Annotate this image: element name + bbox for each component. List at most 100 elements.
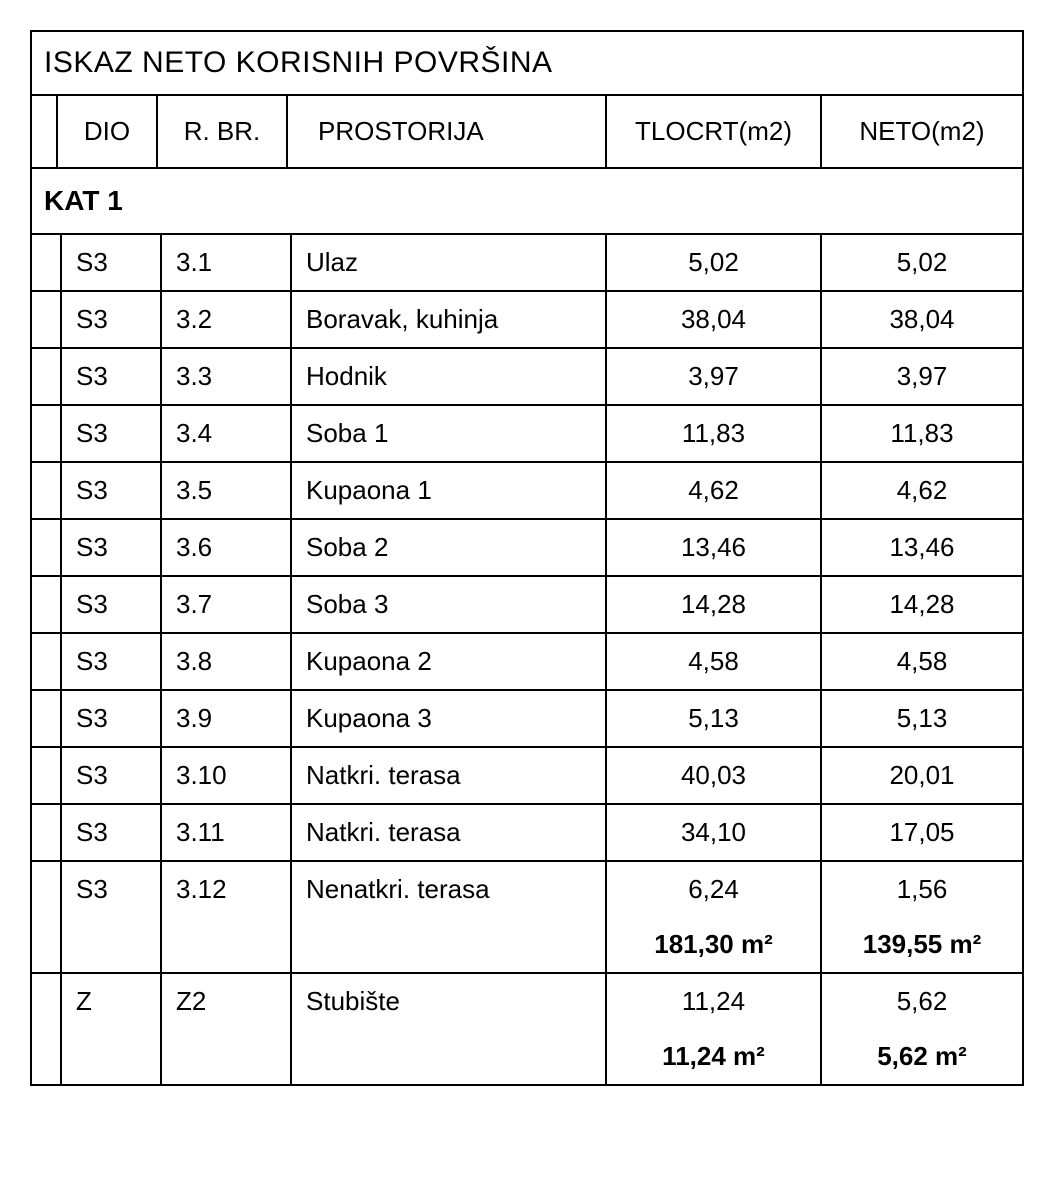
cell-rbr: 3.5	[162, 463, 292, 518]
cell-dio: Z	[62, 974, 162, 1029]
cell-neto: 20,01	[822, 748, 1022, 803]
subtotal2-rbr	[162, 1029, 292, 1084]
cell-rbr: 3.12	[162, 862, 292, 917]
subtotal2-tlocrt: 11,24 m²	[607, 1029, 822, 1084]
cell-gutter	[32, 292, 62, 347]
table-row: S33.12Nenatkri. terasa6,241,56	[32, 862, 1022, 917]
table-row: S33.5Kupaona 14,624,62	[32, 463, 1022, 520]
cell-gutter	[32, 805, 62, 860]
cell-dio: S3	[62, 805, 162, 860]
cell-tlocrt: 5,02	[607, 235, 822, 290]
cell-dio: S3	[62, 520, 162, 575]
cell-neto: 1,56	[822, 862, 1022, 917]
subtotal2-gutter	[32, 1029, 62, 1084]
subtotal1-neto: 139,55 m²	[822, 917, 1022, 972]
subtotal1-room	[292, 917, 607, 972]
cell-room: Kupaona 1	[292, 463, 607, 518]
cell-gutter	[32, 691, 62, 746]
cell-neto: 4,58	[822, 634, 1022, 689]
cell-tlocrt: 4,62	[607, 463, 822, 518]
header-room: PROSTORIJA	[288, 96, 607, 167]
cell-gutter	[32, 520, 62, 575]
cell-dio: S3	[62, 292, 162, 347]
cell-neto: 5,02	[822, 235, 1022, 290]
cell-room: Natkri. terasa	[292, 805, 607, 860]
subtotal2-dio	[62, 1029, 162, 1084]
cell-dio: S3	[62, 235, 162, 290]
cell-gutter	[32, 974, 62, 1029]
cell-tlocrt: 13,46	[607, 520, 822, 575]
cell-neto: 5,13	[822, 691, 1022, 746]
cell-rbr: 3.9	[162, 691, 292, 746]
cell-rbr: 3.6	[162, 520, 292, 575]
table-title: ISKAZ NETO KORISNIH POVRŠINA	[32, 32, 1022, 96]
cell-neto: 13,46	[822, 520, 1022, 575]
cell-dio: S3	[62, 406, 162, 461]
table-row: S33.8Kupaona 24,584,58	[32, 634, 1022, 691]
cell-room: Hodnik	[292, 349, 607, 404]
cell-room: Stubište	[292, 974, 607, 1029]
cell-neto: 5,62	[822, 974, 1022, 1029]
cell-tlocrt: 11,83	[607, 406, 822, 461]
cell-room: Nenatkri. terasa	[292, 862, 607, 917]
subtotal1-gutter	[32, 917, 62, 972]
cell-gutter	[32, 748, 62, 803]
cell-rbr: 3.4	[162, 406, 292, 461]
cell-dio: S3	[62, 463, 162, 518]
cell-tlocrt: 38,04	[607, 292, 822, 347]
cell-neto: 17,05	[822, 805, 1022, 860]
header-tlocrt: TLOCRT(m2)	[607, 96, 822, 167]
subtotal1-rbr	[162, 917, 292, 972]
subtotal-row-2: 11,24 m² 5,62 m²	[32, 1029, 1022, 1084]
table-row: S33.11Natkri. terasa34,1017,05	[32, 805, 1022, 862]
table-row: ZZ2Stubište11,245,62	[32, 974, 1022, 1029]
cell-gutter	[32, 349, 62, 404]
cell-rbr: 3.1	[162, 235, 292, 290]
cell-tlocrt: 6,24	[607, 862, 822, 917]
cell-tlocrt: 3,97	[607, 349, 822, 404]
cell-room: Natkri. terasa	[292, 748, 607, 803]
cell-room: Soba 2	[292, 520, 607, 575]
cell-rbr: Z2	[162, 974, 292, 1029]
header-dio: DIO	[58, 96, 158, 167]
table-row: S33.10Natkri. terasa40,0320,01	[32, 748, 1022, 805]
table-row: S33.3Hodnik3,973,97	[32, 349, 1022, 406]
cell-dio: S3	[62, 862, 162, 917]
cell-room: Soba 3	[292, 577, 607, 632]
subtotal1-dio	[62, 917, 162, 972]
section-label: KAT 1	[32, 169, 1022, 235]
cell-dio: S3	[62, 349, 162, 404]
column-headers: DIO R. BR. PROSTORIJA TLOCRT(m2) NETO(m2…	[32, 96, 1022, 169]
cell-rbr: 3.3	[162, 349, 292, 404]
header-neto: NETO(m2)	[822, 96, 1022, 167]
cell-gutter	[32, 577, 62, 632]
subtotal-row-1: 181,30 m² 139,55 m²	[32, 917, 1022, 974]
cell-tlocrt: 14,28	[607, 577, 822, 632]
cell-rbr: 3.7	[162, 577, 292, 632]
cell-neto: 14,28	[822, 577, 1022, 632]
cell-gutter	[32, 463, 62, 518]
cell-neto: 4,62	[822, 463, 1022, 518]
cell-neto: 11,83	[822, 406, 1022, 461]
table-row: S33.6Soba 213,4613,46	[32, 520, 1022, 577]
cell-dio: S3	[62, 577, 162, 632]
cell-dio: S3	[62, 748, 162, 803]
cell-tlocrt: 4,58	[607, 634, 822, 689]
cell-gutter	[32, 235, 62, 290]
cell-room: Soba 1	[292, 406, 607, 461]
cell-room: Kupaona 3	[292, 691, 607, 746]
cell-room: Kupaona 2	[292, 634, 607, 689]
header-rbr: R. BR.	[158, 96, 288, 167]
cell-room: Boravak, kuhinja	[292, 292, 607, 347]
cell-rbr: 3.2	[162, 292, 292, 347]
cell-tlocrt: 40,03	[607, 748, 822, 803]
cell-tlocrt: 5,13	[607, 691, 822, 746]
cell-dio: S3	[62, 691, 162, 746]
cell-gutter	[32, 406, 62, 461]
cell-dio: S3	[62, 634, 162, 689]
cell-tlocrt: 34,10	[607, 805, 822, 860]
cell-gutter	[32, 634, 62, 689]
cell-tlocrt: 11,24	[607, 974, 822, 1029]
cell-neto: 38,04	[822, 292, 1022, 347]
cell-rbr: 3.11	[162, 805, 292, 860]
